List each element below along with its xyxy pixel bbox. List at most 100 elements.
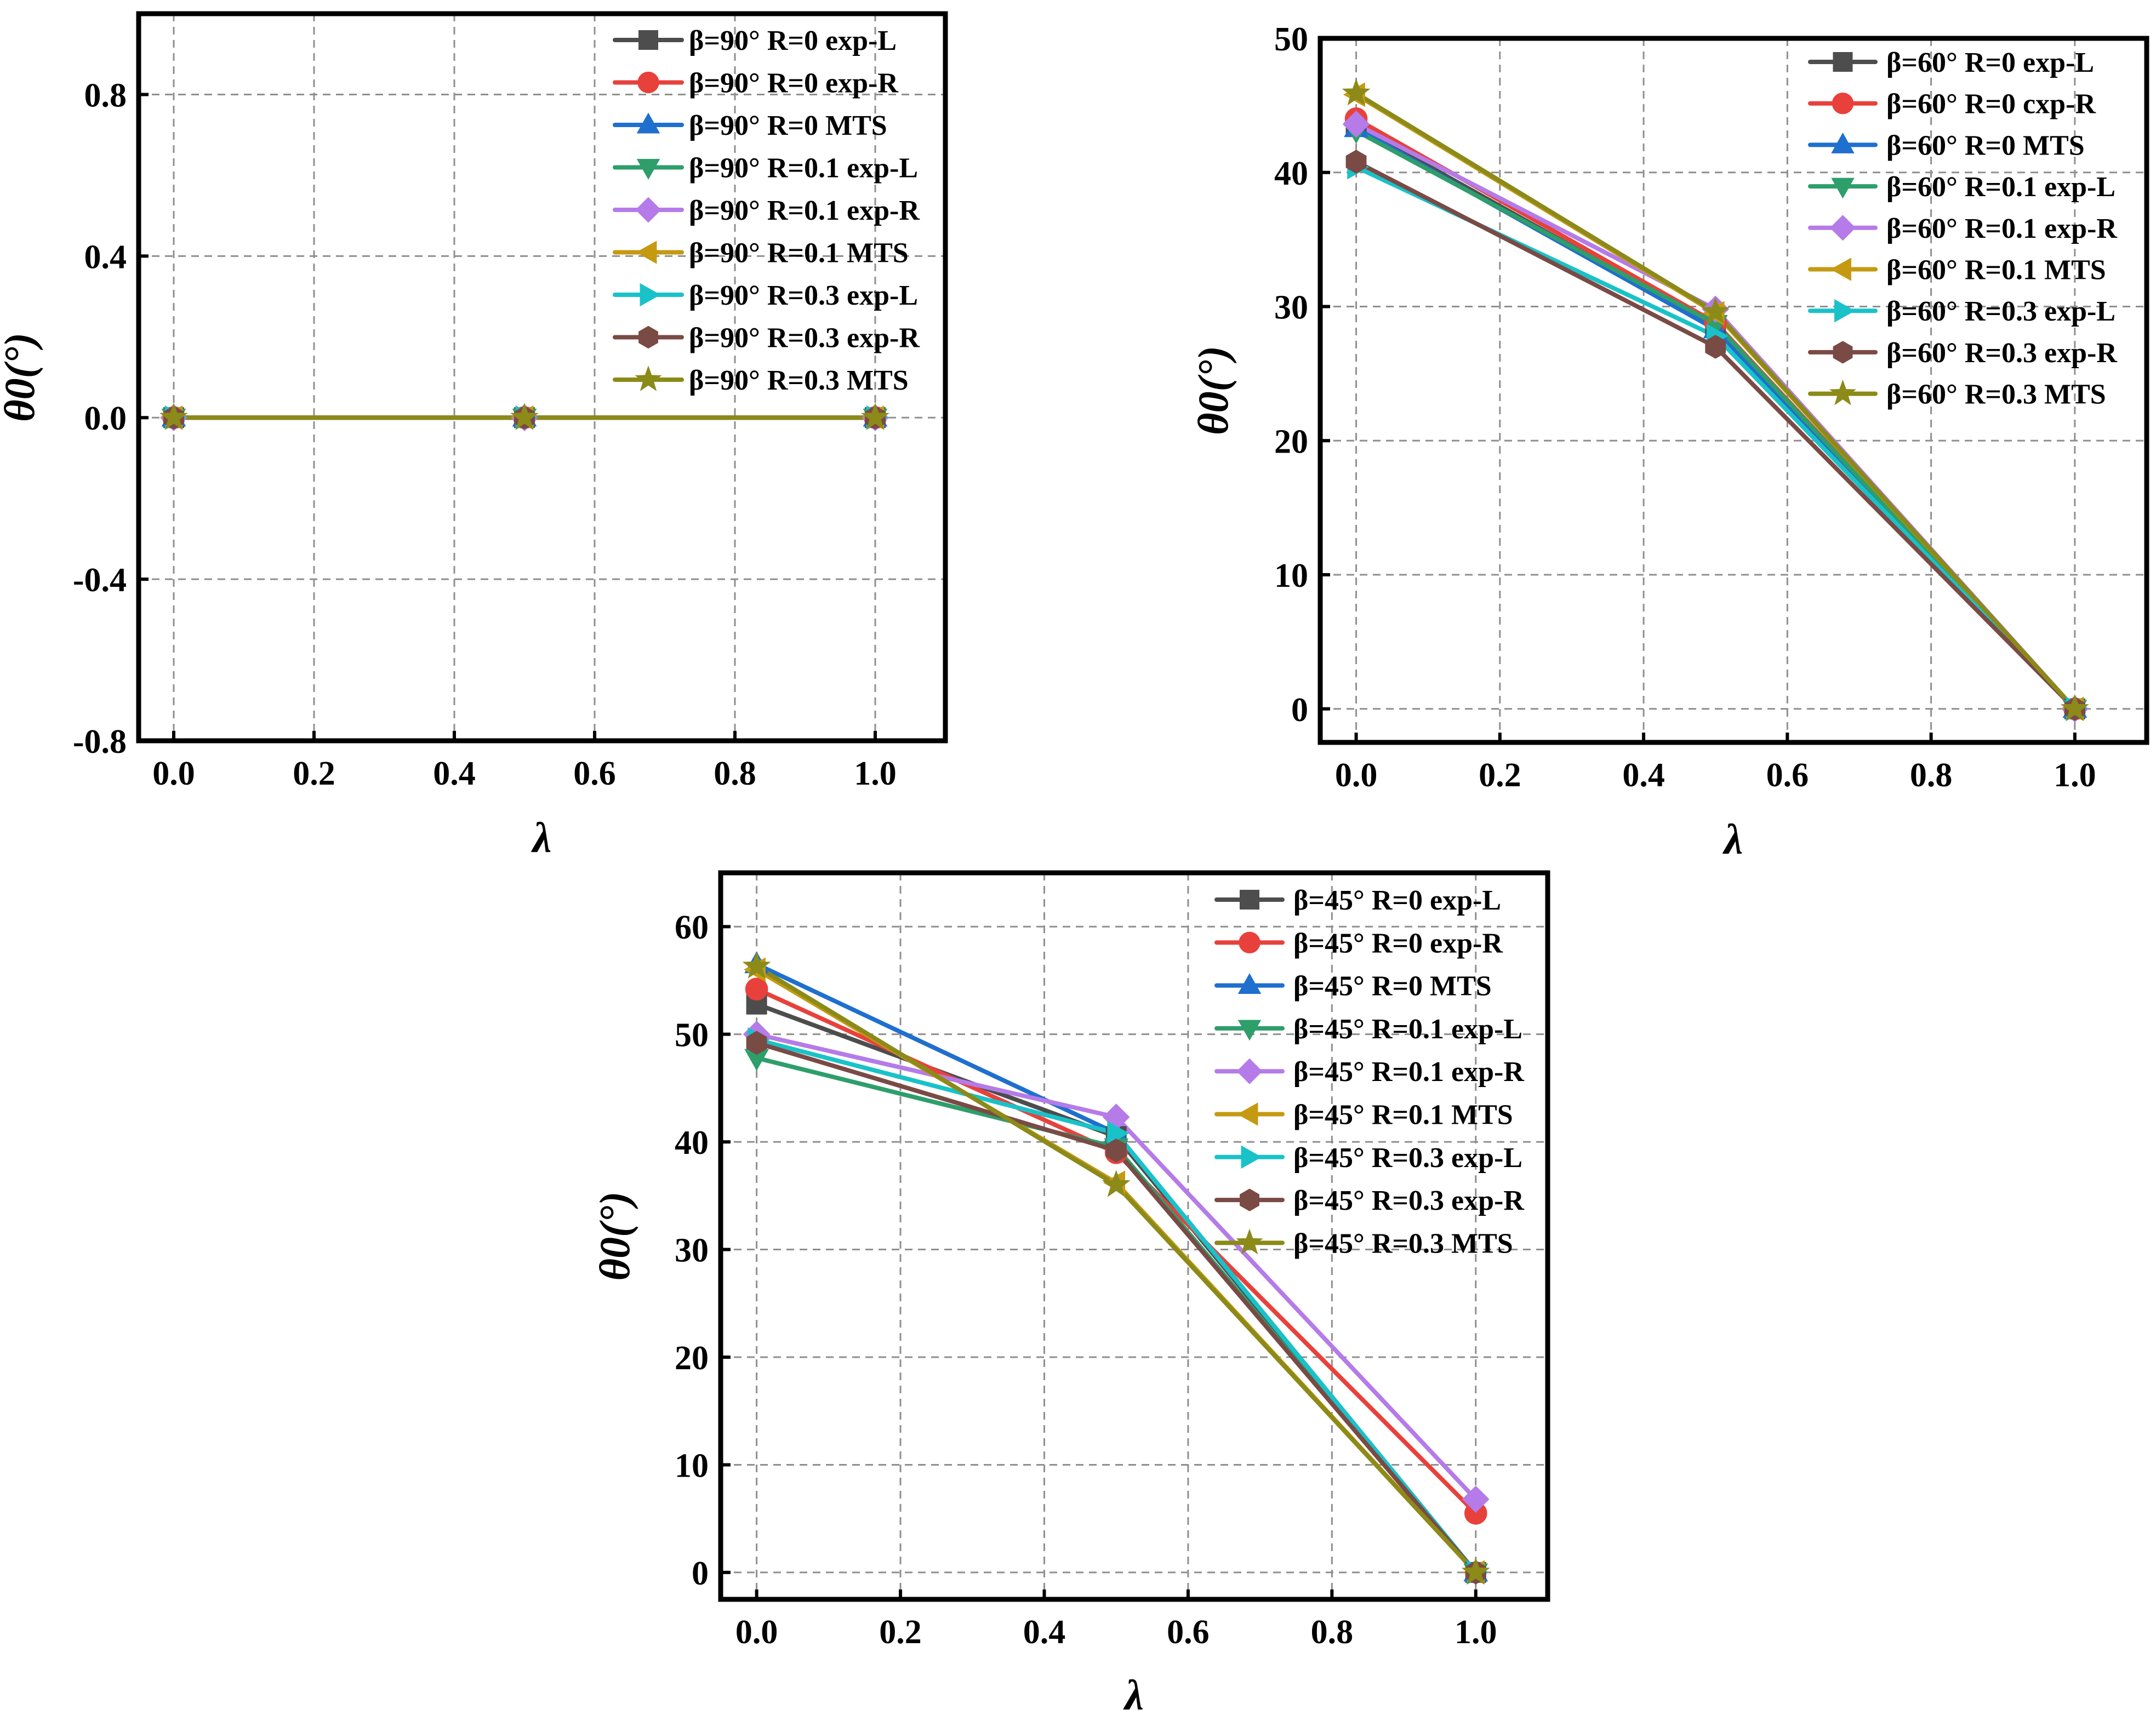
legend-beta: β=60° — [1886, 296, 1958, 327]
legend-suffix: MTS — [847, 365, 909, 396]
legend-item: β=45° R=0.3 exp-R — [1214, 1185, 1525, 1216]
legend-beta: β=45° — [1293, 1100, 1365, 1131]
x-tick-label: 0.8 — [1311, 1614, 1354, 1651]
legend-r: R=0 — [767, 110, 818, 141]
panel-beta-45: 0.0 0.2 0.4 0.6 0.8 1.0 0 10 20 30 40 50 60 β=45° R=0… — [591, 870, 1550, 1719]
legend-suffix: MTS — [1430, 971, 1492, 1002]
legend-r: R=0 — [767, 25, 818, 56]
legend-marker — [638, 325, 658, 349]
legend-marker — [1833, 341, 1853, 364]
legend-beta: β=45° — [1293, 885, 1365, 916]
legend-marker — [1829, 215, 1856, 241]
legend-suffix: exp-L — [1451, 1014, 1522, 1045]
legend-label: β=90° R=0 exp-L — [689, 25, 897, 56]
legend-item: β=45° R=0.3 exp-L — [1214, 1142, 1522, 1174]
legend-item: β=90° R=0 MTS — [613, 110, 887, 141]
data-point — [861, 402, 889, 430]
x-tick-label: 1.0 — [2054, 757, 2096, 794]
legend-label: β=60° R=0.1 exp-R — [1886, 213, 2118, 244]
x-tick-label: 0.0 — [1335, 757, 1378, 794]
legend-suffix: exp-L — [2044, 296, 2115, 327]
legend-suffix: cxp-R — [2023, 89, 2096, 120]
legend-suffix: MTS — [2044, 255, 2106, 286]
legend-suffix: exp-R — [1451, 1185, 1525, 1216]
legend-r: R=0.3 — [1372, 1142, 1444, 1174]
legend-r: R=0 — [1965, 47, 2016, 78]
series-group — [1342, 78, 2089, 723]
legend-label: β=90° R=0.1 exp-L — [689, 153, 918, 184]
y-tick-label: 0.4 — [84, 238, 127, 276]
legend-item: β=60° R=0.1 MTS — [1808, 255, 2106, 286]
x-tick-label: 0.0 — [735, 1614, 778, 1651]
data-point — [1105, 1138, 1127, 1163]
legend-suffix: exp-L — [825, 25, 897, 56]
legend-item: β=90° R=0.3 exp-L — [613, 280, 918, 311]
legend-beta: β=60° — [1886, 130, 1958, 161]
legend-suffix: MTS — [1451, 1100, 1513, 1131]
legend-label: β=60° R=0.3 MTS — [1886, 379, 2106, 410]
legend-r: R=0.1 — [1965, 213, 2037, 244]
x-tick-label: 0.2 — [293, 755, 335, 792]
legend-r: R=0.1 — [767, 195, 840, 226]
legend-r: R=0.1 — [1965, 171, 2037, 203]
y-tick-label: 50 — [675, 1017, 709, 1054]
legend-r: R=0.3 — [1372, 1185, 1444, 1216]
legend-marker — [1240, 890, 1259, 910]
y-tick-label: 60 — [675, 909, 709, 946]
legend-item: β=90° R=0.3 exp-R — [613, 323, 920, 354]
data-point — [745, 977, 768, 1000]
legend-r: R=0 — [1372, 885, 1423, 916]
legend-label: β=60° R=0 MTS — [1886, 130, 2085, 161]
x-tick-label: 0.0 — [152, 755, 195, 792]
x-axis-title: λ — [1722, 815, 1743, 863]
data-point — [1461, 1557, 1490, 1585]
data-point — [1342, 110, 1370, 138]
grid — [721, 873, 1548, 1599]
legend-marker — [1236, 1228, 1263, 1255]
x-axis-title: λ — [531, 814, 552, 861]
series-line — [754, 1002, 1478, 1575]
legend-r: R=0.1 — [767, 238, 840, 269]
legend-r: R=0.1 — [1965, 255, 2037, 286]
legend-beta: β=60° — [1886, 379, 1958, 410]
legend-suffix: exp-L — [847, 280, 918, 311]
legend-item: β=90° R=0.1 MTS — [613, 238, 909, 269]
data-point — [1345, 150, 1367, 174]
legend-label: β=90° R=0 exp-R — [689, 68, 899, 99]
legend-marker — [638, 30, 658, 50]
panel-beta-60: 0.0 0.2 0.4 0.6 0.8 1.0 0 10 20 30 40 50 β=60° R=0 e… — [1189, 21, 2149, 863]
legend-marker — [1831, 178, 1855, 199]
legend-marker — [1236, 1058, 1263, 1084]
legend-r: R=0.1 — [1372, 1014, 1444, 1045]
legend-suffix: MTS — [2044, 379, 2106, 410]
legend-marker — [1834, 299, 1855, 323]
y-tick-label: -0.8 — [73, 723, 127, 760]
legend-marker — [1241, 1145, 1262, 1169]
legend-suffix: exp-R — [847, 323, 920, 354]
legend-item: β=60° R=0.1 exp-L — [1808, 171, 2115, 203]
y-tick-label: 20 — [1274, 423, 1308, 460]
legend-marker — [635, 197, 661, 223]
plot-frame — [1317, 36, 2149, 745]
x-tick-label: 1.0 — [854, 755, 897, 792]
data-point — [742, 951, 771, 979]
legend-item: β=45° R=0 exp-R — [1214, 928, 1503, 959]
legend-r: R=0.3 — [1965, 338, 2037, 369]
legend-r: R=0.3 — [767, 365, 840, 396]
legend-item: β=90° R=0 exp-R — [613, 68, 899, 99]
legend-r: R=0.3 — [1372, 1228, 1444, 1259]
y-tick-label: 0 — [692, 1555, 709, 1592]
x-axis-title: λ — [1123, 1671, 1144, 1719]
legend-beta: β=90° — [689, 323, 760, 354]
legend-label: β=45° R=0.3 MTS — [1293, 1228, 1513, 1259]
legend-beta: β=45° — [1293, 1014, 1365, 1045]
y-tick-label: 20 — [675, 1340, 709, 1377]
legend-item: β=45° R=0.1 MTS — [1214, 1100, 1513, 1131]
series-group — [159, 402, 889, 432]
legend-marker — [635, 365, 662, 391]
legend-beta: β=90° — [689, 195, 760, 226]
data-point — [1705, 335, 1726, 359]
legend-beta: β=60° — [1886, 338, 1958, 369]
legend-marker — [636, 112, 660, 134]
